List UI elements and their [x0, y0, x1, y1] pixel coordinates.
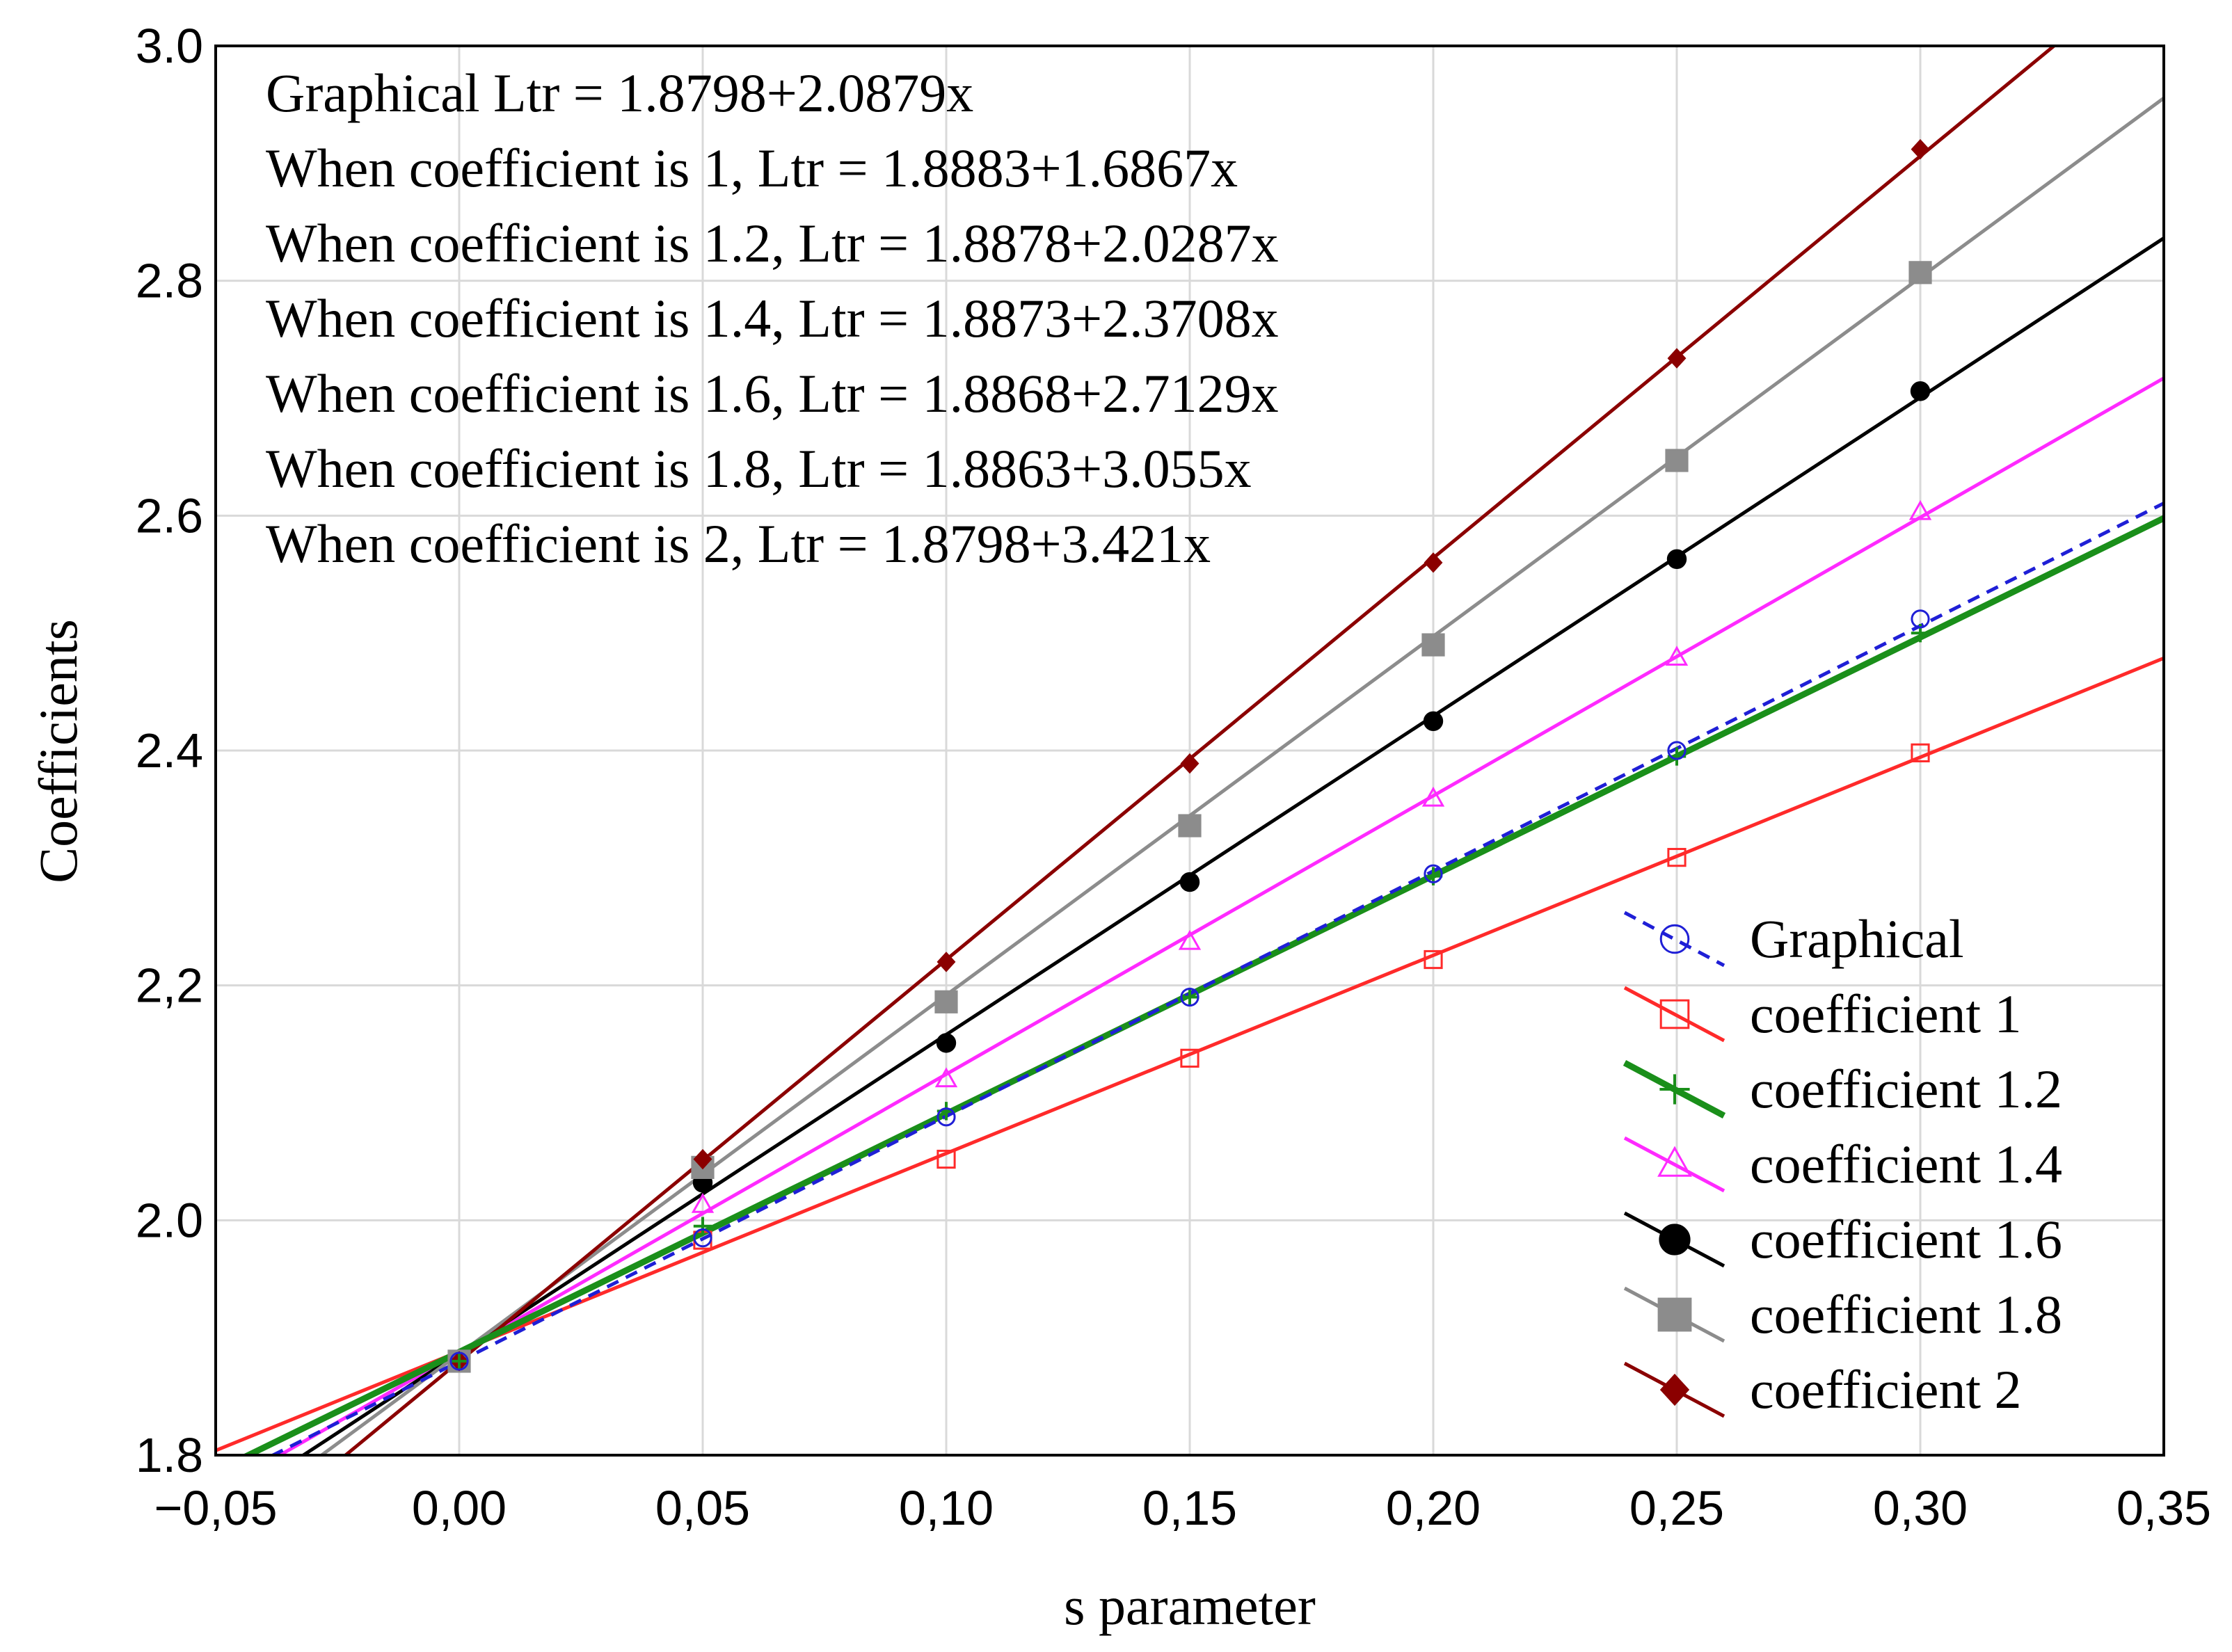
legend-item-coefficient-2: coefficient 2 [1623, 1359, 2022, 1420]
marker-layer [447, 138, 1932, 1373]
x-tick-label: 0,10 [899, 1481, 994, 1535]
x-tick-label: −0,05 [154, 1481, 277, 1535]
data-point-graphical [1180, 987, 1199, 1007]
y-tick-label: 2.4 [136, 723, 203, 778]
legend-line [1623, 911, 1725, 968]
data-point-coefficient-1-4 [1665, 645, 1689, 666]
data-point-graphical [449, 1352, 469, 1371]
data-point-coefficient-2 [936, 952, 956, 972]
data-point-graphical [936, 1107, 956, 1127]
legend-marker [1657, 1146, 1692, 1177]
x-tick-label: 0,05 [655, 1481, 750, 1535]
data-point-coefficient-1-8 [1908, 261, 1932, 284]
legend: Graphical coefficient 1 coefficient 1.2 coe… [1623, 908, 2062, 1420]
data-point-graphical [1911, 609, 1930, 629]
plot-frame [214, 45, 2165, 1457]
legend-label: coefficient 1.4 [1750, 1134, 2062, 1194]
data-point-coefficient-1-4 [1421, 786, 1445, 807]
x-tick-label: 0,20 [1386, 1481, 1481, 1535]
data-point-coefficient-1-6 [1910, 381, 1931, 401]
y-tick-label: 2.6 [136, 488, 203, 543]
data-point-coefficient-2 [693, 1148, 712, 1170]
legend-label: Graphical [1750, 908, 1964, 969]
ticks: −0,05 0,00 0,05 0,10 0,15 0,20 0,25 0,30 0,35 1.8… [136, 19, 2211, 1535]
legend-line [1623, 1136, 1725, 1193]
legend-marker [1659, 1373, 1690, 1406]
x-axis-title: s parameter [1064, 1575, 1316, 1636]
legend-marker [1659, 999, 1690, 1029]
legend-marker [1659, 1074, 1690, 1105]
data-point-coefficient-1-6 [936, 1033, 957, 1053]
series-line-coefficient-1-4 [276, 376, 2164, 1455]
annotation-line-5: When coefficient is 1.6, Ltr = 1.8868+2.… [266, 363, 1279, 424]
data-point-coefficient-2 [1180, 753, 1199, 774]
legend-label: coefficient 1 [1750, 984, 2022, 1044]
data-point-coefficient-2 [1911, 138, 1930, 160]
data-point-coefficient-1 [1911, 743, 1930, 762]
legend-item-coefficient-1-4: coefficient 1.4 [1623, 1134, 2062, 1194]
data-point-coefficient-1-4 [691, 1193, 715, 1213]
data-point-coefficient-1 [936, 1149, 956, 1169]
x-tick-label: 0,25 [1629, 1481, 1724, 1535]
annotation-line-6: When coefficient is 1.8, Ltr = 1.8863+3.… [266, 438, 1252, 499]
data-point-graphical [693, 1228, 712, 1248]
data-point-coefficient-1-6 [1179, 872, 1200, 892]
data-point-graphical [1667, 741, 1687, 760]
legend-marker [1657, 1297, 1692, 1332]
data-point-coefficient-2 [1424, 552, 1443, 573]
y-tick-label: 1.8 [136, 1428, 203, 1482]
x-tick-label: 0,30 [1873, 1481, 1968, 1535]
legend-label: coefficient 1.2 [1750, 1059, 2062, 1119]
annotation-line-2: When coefficient is 1, Ltr = 1.8883+1.68… [266, 138, 1238, 198]
legend-item-coefficient-1: coefficient 1 [1623, 984, 2022, 1044]
data-point-coefficient-1 [1667, 848, 1687, 867]
data-point-coefficient-1 [1424, 949, 1443, 970]
data-point-coefficient-1-6 [1666, 549, 1687, 570]
data-point-graphical [1424, 864, 1443, 883]
data-point-coefficient-1-2 [1180, 988, 1199, 1007]
data-point-coefficient-1-2 [693, 1217, 712, 1235]
data-point-coefficient-1-8 [1665, 449, 1689, 472]
legend-item-coefficient-1-8: coefficient 1.8 [1623, 1284, 2062, 1345]
legend-label: coefficient 1.6 [1750, 1209, 2062, 1269]
data-point-coefficient-1-4 [1908, 499, 1932, 520]
y-tick-label: 2.8 [136, 254, 203, 308]
legend-label: coefficient 1.8 [1750, 1284, 2062, 1345]
x-tick-label: 0,00 [412, 1481, 507, 1535]
annotation-line-4: When coefficient is 1.4, Ltr = 1.8873+2.… [266, 288, 1279, 348]
legend-line [1623, 986, 1725, 1043]
data-point-coefficient-1-8 [1178, 814, 1202, 837]
legend-marker [1659, 1224, 1691, 1256]
legend-item-coefficient-1-2: coefficient 1.2 [1623, 1059, 2062, 1119]
series-line-coefficient-1 [216, 656, 2164, 1452]
data-point-coefficient-2 [1667, 348, 1687, 369]
y-tick-label: 3.0 [136, 19, 203, 73]
annotation-line-7: When coefficient is 2, Ltr = 1.8798+3.42… [266, 513, 1211, 574]
x-tick-label: 0,15 [1142, 1481, 1237, 1535]
legend-item-graphical: Graphical [1623, 908, 1964, 969]
y-axis-title: Coefficients [28, 619, 88, 883]
legend-item-coefficient-1-6: coefficient 1.6 [1623, 1209, 2062, 1269]
x-tick-label: 0,35 [2117, 1481, 2211, 1535]
legend-marker [1659, 924, 1690, 954]
y-tick-label: 2,2 [136, 959, 203, 1013]
y-tick-label: 2.0 [136, 1193, 203, 1247]
data-point-coefficient-1 [1180, 1048, 1199, 1068]
data-point-coefficient-1-4 [934, 1067, 958, 1088]
annotation-block: Graphical Ltr = 1.8798+2.0879x When coef… [266, 63, 1279, 574]
data-point-coefficient-1-4 [1178, 929, 1202, 950]
data-point-coefficient-1-8 [1421, 633, 1445, 657]
data-point-coefficient-1-8 [934, 990, 958, 1013]
annotation-line-3: When coefficient is 1.2, Ltr = 1.8878+2.… [266, 213, 1279, 273]
legend-label: coefficient 2 [1750, 1359, 2022, 1420]
data-point-coefficient-1-2 [449, 1352, 469, 1371]
annotation-line-1: Graphical Ltr = 1.8798+2.0879x [266, 63, 973, 123]
data-point-coefficient-1-6 [1423, 711, 1444, 731]
